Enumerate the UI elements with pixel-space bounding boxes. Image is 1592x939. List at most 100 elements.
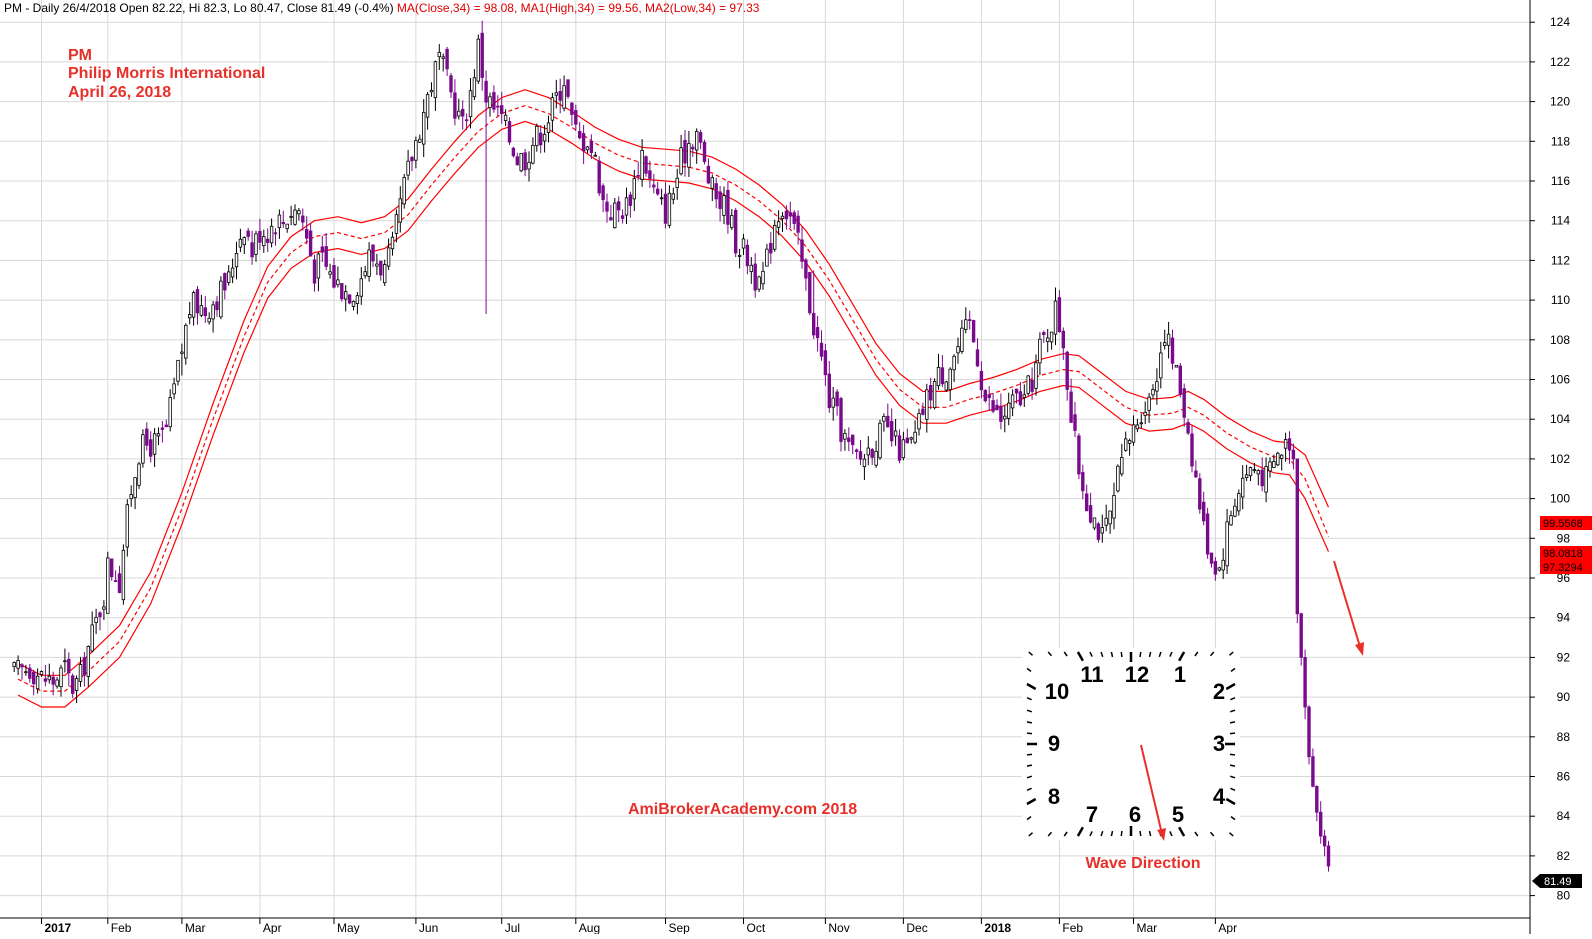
clock-tick — [1100, 651, 1104, 658]
y-tick-label: 92 — [1557, 650, 1571, 664]
clock-tick — [1229, 832, 1234, 837]
ticker-annotation: PM — [68, 47, 92, 64]
candle-body — [90, 624, 94, 652]
candle-body — [644, 156, 648, 174]
candle-body — [804, 259, 808, 279]
candle-body — [332, 265, 336, 288]
candle-body — [1104, 517, 1108, 526]
candle-body — [164, 424, 168, 428]
candle-body — [1147, 396, 1151, 411]
candle-body — [39, 671, 44, 675]
clock-number-11: 11 — [1080, 662, 1103, 687]
candle-body — [987, 394, 991, 399]
candle-body — [1100, 527, 1104, 534]
candle-body — [628, 194, 633, 206]
candle-body — [1295, 458, 1299, 615]
clock-number-1: 1 — [1174, 662, 1186, 687]
candle-body — [277, 214, 282, 229]
candle-body — [1170, 337, 1175, 364]
candle-body — [1272, 461, 1276, 468]
header-ma1: MA1(High,34) = 99.56, — [521, 1, 645, 15]
candle-body — [195, 289, 200, 314]
price-tag-ma2: 97.3294 — [1540, 560, 1592, 574]
candle-body — [566, 79, 570, 97]
y-tick-label: 90 — [1557, 690, 1571, 704]
candle-body — [199, 305, 204, 316]
candle-body — [47, 675, 51, 681]
y-tick-label: 114 — [1551, 214, 1570, 228]
candle-body — [550, 97, 555, 121]
clock-tick — [1047, 651, 1053, 657]
candle-body — [308, 230, 313, 257]
candle-body — [1042, 332, 1046, 336]
ma-line — [17, 104, 1330, 692]
candle-body — [1163, 342, 1167, 346]
clock-face — [1022, 648, 1240, 840]
candle-body — [999, 405, 1003, 422]
candle-body — [457, 110, 461, 117]
candle-body — [558, 90, 562, 101]
candle-body — [250, 242, 254, 258]
y-axis-ticks: 80 82 84 86 88 90 92 94 96 98 100 102 104 106 108 110 11… — [1530, 15, 1571, 903]
clock-tick — [1158, 651, 1162, 658]
clock-tick — [1230, 697, 1236, 701]
candle-body — [51, 676, 55, 685]
clock-tick — [1148, 651, 1152, 658]
candle-body — [488, 96, 492, 108]
y-tick-label: 98 — [1557, 531, 1571, 545]
clock-tick — [1229, 764, 1236, 767]
candle-body — [671, 193, 675, 200]
candle-body — [1018, 391, 1023, 406]
candle-body — [839, 398, 843, 442]
candle-body — [960, 327, 964, 352]
candle-body — [581, 133, 586, 152]
candle-body — [125, 504, 129, 548]
candle-body — [1073, 414, 1077, 431]
clock-tick — [1229, 753, 1236, 756]
candle-body — [1026, 375, 1030, 394]
candle-body — [1088, 505, 1093, 523]
clock-tick — [1026, 732, 1033, 735]
clock-tick — [1229, 709, 1236, 713]
candle-body — [437, 52, 441, 58]
candle-body — [375, 263, 379, 267]
candle-body — [944, 381, 948, 391]
price-tag-ma1-text: 99.5568 — [1543, 518, 1583, 530]
candle-body — [620, 215, 625, 219]
candle-body — [12, 662, 16, 668]
price-tag-ma-bg — [1540, 546, 1592, 560]
candle-body — [745, 244, 750, 267]
candle-body — [379, 260, 383, 276]
candle-body — [262, 236, 266, 247]
candle-body — [570, 102, 574, 115]
candle-body — [63, 660, 67, 663]
candle-body — [722, 195, 726, 216]
candle-body — [1010, 394, 1015, 409]
x-tick-label: Dec — [906, 921, 927, 934]
y-tick-label: 102 — [1550, 452, 1570, 466]
y-tick-label: 84 — [1557, 809, 1571, 823]
watermark: AmiBrokerAcademy.com 2018 — [628, 801, 857, 818]
candle-body — [812, 313, 816, 336]
y-tick-label: 88 — [1557, 730, 1571, 744]
candle-body — [593, 154, 597, 157]
clock-tick — [1230, 815, 1236, 821]
clock-tick — [1026, 797, 1037, 806]
clock-number-12: 12 — [1125, 662, 1149, 687]
clock-tick — [1089, 831, 1093, 837]
candle-body — [667, 192, 672, 226]
candle-body — [585, 146, 590, 151]
clock-hand-arrow — [1140, 744, 1166, 841]
candle-body — [1120, 457, 1124, 475]
header-ma2: MA2(Low,34) = 97.33 — [645, 1, 760, 15]
candle-body — [1233, 505, 1237, 517]
candle-body — [710, 177, 714, 189]
candle-body — [390, 236, 395, 250]
candle-body — [336, 279, 340, 286]
candle-body — [890, 420, 894, 442]
clock-tick — [1026, 753, 1033, 756]
candle-body — [468, 90, 473, 118]
candle-body — [464, 119, 469, 122]
candle-body — [230, 267, 235, 278]
